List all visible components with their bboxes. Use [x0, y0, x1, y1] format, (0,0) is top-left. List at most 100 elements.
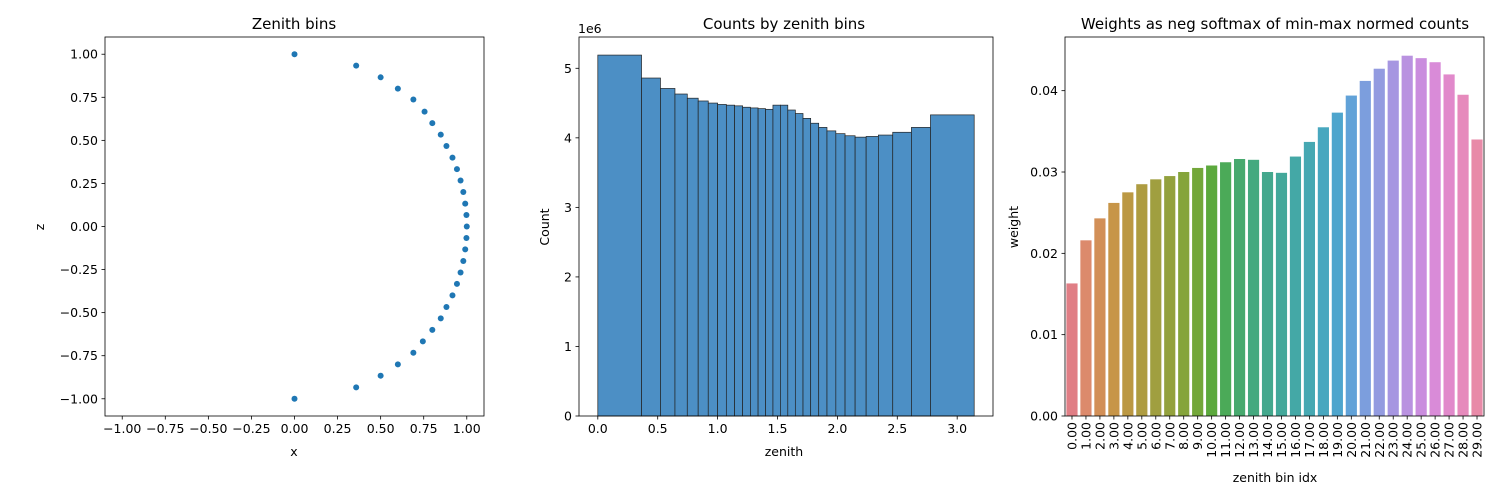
x-tick-label: 21.00: [1358, 422, 1373, 458]
x-tick-label: −1.00: [103, 421, 141, 436]
histogram-bar: [707, 102, 718, 417]
weight-bar: [1429, 62, 1441, 416]
scatter-point: [394, 361, 401, 368]
weight-bar: [1457, 94, 1469, 417]
weight-bar: [1317, 127, 1329, 416]
weight-bar: [1136, 184, 1148, 416]
x-tick-label: 25.00: [1414, 422, 1429, 458]
y-tick-label: 3: [564, 200, 572, 215]
y-scale-offset-label: 1e6: [578, 21, 602, 36]
x-tick-label: 0.00: [1064, 422, 1079, 450]
histogram-bar: [794, 113, 804, 417]
histogram-bar: [911, 127, 931, 417]
histogram-bar: [750, 107, 759, 417]
histogram-bar: [878, 134, 894, 417]
y-tick-label: 0.75: [70, 90, 98, 105]
x-tick-label: 2.00: [1092, 422, 1107, 450]
weight-bar: [1275, 172, 1288, 416]
counts-histogram-panel: Counts by zenith bins zenith Count 1e6 0…: [537, 15, 994, 459]
scatter-point: [353, 62, 360, 69]
x-tick-label: 8.00: [1176, 422, 1191, 450]
axes-frame: [578, 36, 994, 417]
y-tick-label: 0.00: [70, 219, 98, 234]
weight-bar: [1359, 80, 1371, 416]
scatter-point: [437, 315, 444, 322]
x-tick-label: 14.00: [1260, 422, 1275, 458]
x-tick-label: 16.00: [1288, 422, 1303, 458]
scatter-point: [377, 74, 384, 81]
x-tick-label: 24.00: [1400, 422, 1415, 458]
x-tick-label: 19.00: [1330, 422, 1345, 458]
histogram-bar: [844, 135, 856, 417]
x-tick-label: 27.00: [1442, 422, 1457, 458]
scatter-point: [419, 338, 426, 345]
x-axis-label: x: [290, 444, 297, 459]
y-tick-label: 0.02: [1030, 246, 1058, 261]
weight-bar: [1108, 202, 1120, 416]
x-tick-label: −0.25: [232, 421, 270, 436]
y-axis-label: Count: [537, 208, 552, 245]
x-tick-label: 1.00: [1078, 422, 1093, 450]
x-tick-label: 0.0: [588, 421, 608, 436]
scatter-point: [410, 96, 417, 103]
histogram-bar: [686, 97, 699, 417]
histogram-bar: [742, 106, 751, 417]
weight-bar: [1247, 159, 1260, 416]
x-tick-label: 29.00: [1470, 422, 1485, 458]
histogram-bar: [765, 108, 774, 417]
scatter-point: [462, 246, 469, 253]
x-tick-label: 0.50: [367, 421, 395, 436]
weight-bar: [1387, 60, 1399, 416]
scatter-point: [291, 395, 298, 402]
scatter-point: [463, 235, 470, 242]
histogram-bar: [641, 77, 661, 417]
x-tick-label: −0.75: [146, 421, 184, 436]
histogram-bar: [597, 54, 642, 417]
histogram-bar: [865, 136, 879, 417]
x-tick-label: 3.00: [1106, 422, 1121, 450]
weight-bar: [1178, 172, 1190, 416]
x-tick-label: 20.00: [1344, 422, 1359, 458]
x-tick-label: 26.00: [1428, 422, 1443, 458]
y-tick-label: −0.75: [60, 348, 98, 363]
weight-bar: [1080, 240, 1092, 416]
x-tick-label: 0.25: [324, 421, 352, 436]
x-tick-label: 18.00: [1316, 422, 1331, 458]
weight-bar: [1220, 162, 1232, 416]
x-tick-label: −0.50: [189, 421, 227, 436]
histogram-bar: [757, 108, 766, 417]
y-tick-label: −1.00: [60, 391, 98, 406]
weight-bar: [1289, 156, 1302, 417]
x-tick-label: 9.00: [1190, 422, 1205, 450]
weight-bar: [1066, 283, 1078, 416]
x-tick-label: 0.00: [281, 421, 309, 436]
weight-bar: [1331, 112, 1343, 417]
histogram-bar: [787, 109, 796, 417]
x-tick-label: 2.5: [887, 421, 907, 436]
x-tick-label: 1.0: [708, 421, 728, 436]
histogram-bar: [674, 93, 688, 417]
weight-bar: [1345, 95, 1357, 417]
x-tick-label: 4.00: [1120, 422, 1135, 450]
scatter-point: [421, 108, 428, 115]
weight-bar: [1192, 167, 1204, 416]
x-tick-label: 12.00: [1232, 422, 1247, 458]
histogram-bar: [854, 136, 867, 417]
histogram-bar: [826, 130, 837, 417]
weight-bar: [1094, 218, 1106, 416]
scatter-point: [449, 154, 456, 161]
y-tick-label: 5: [564, 61, 572, 76]
histogram-bar: [660, 88, 676, 417]
histogram-bar: [835, 133, 846, 417]
y-tick-label: 0.01: [1030, 327, 1058, 342]
x-tick-label: 5.00: [1134, 422, 1149, 450]
x-tick-label: 23.00: [1386, 422, 1401, 458]
scatter-point: [453, 280, 460, 287]
y-tick-label: 0.00: [1030, 409, 1058, 424]
x-tick-label: 3.0: [947, 421, 967, 436]
scatter-point: [453, 166, 460, 173]
weight-bar: [1303, 141, 1316, 416]
scatter-point: [460, 257, 467, 264]
weight-bar: [1401, 55, 1413, 417]
